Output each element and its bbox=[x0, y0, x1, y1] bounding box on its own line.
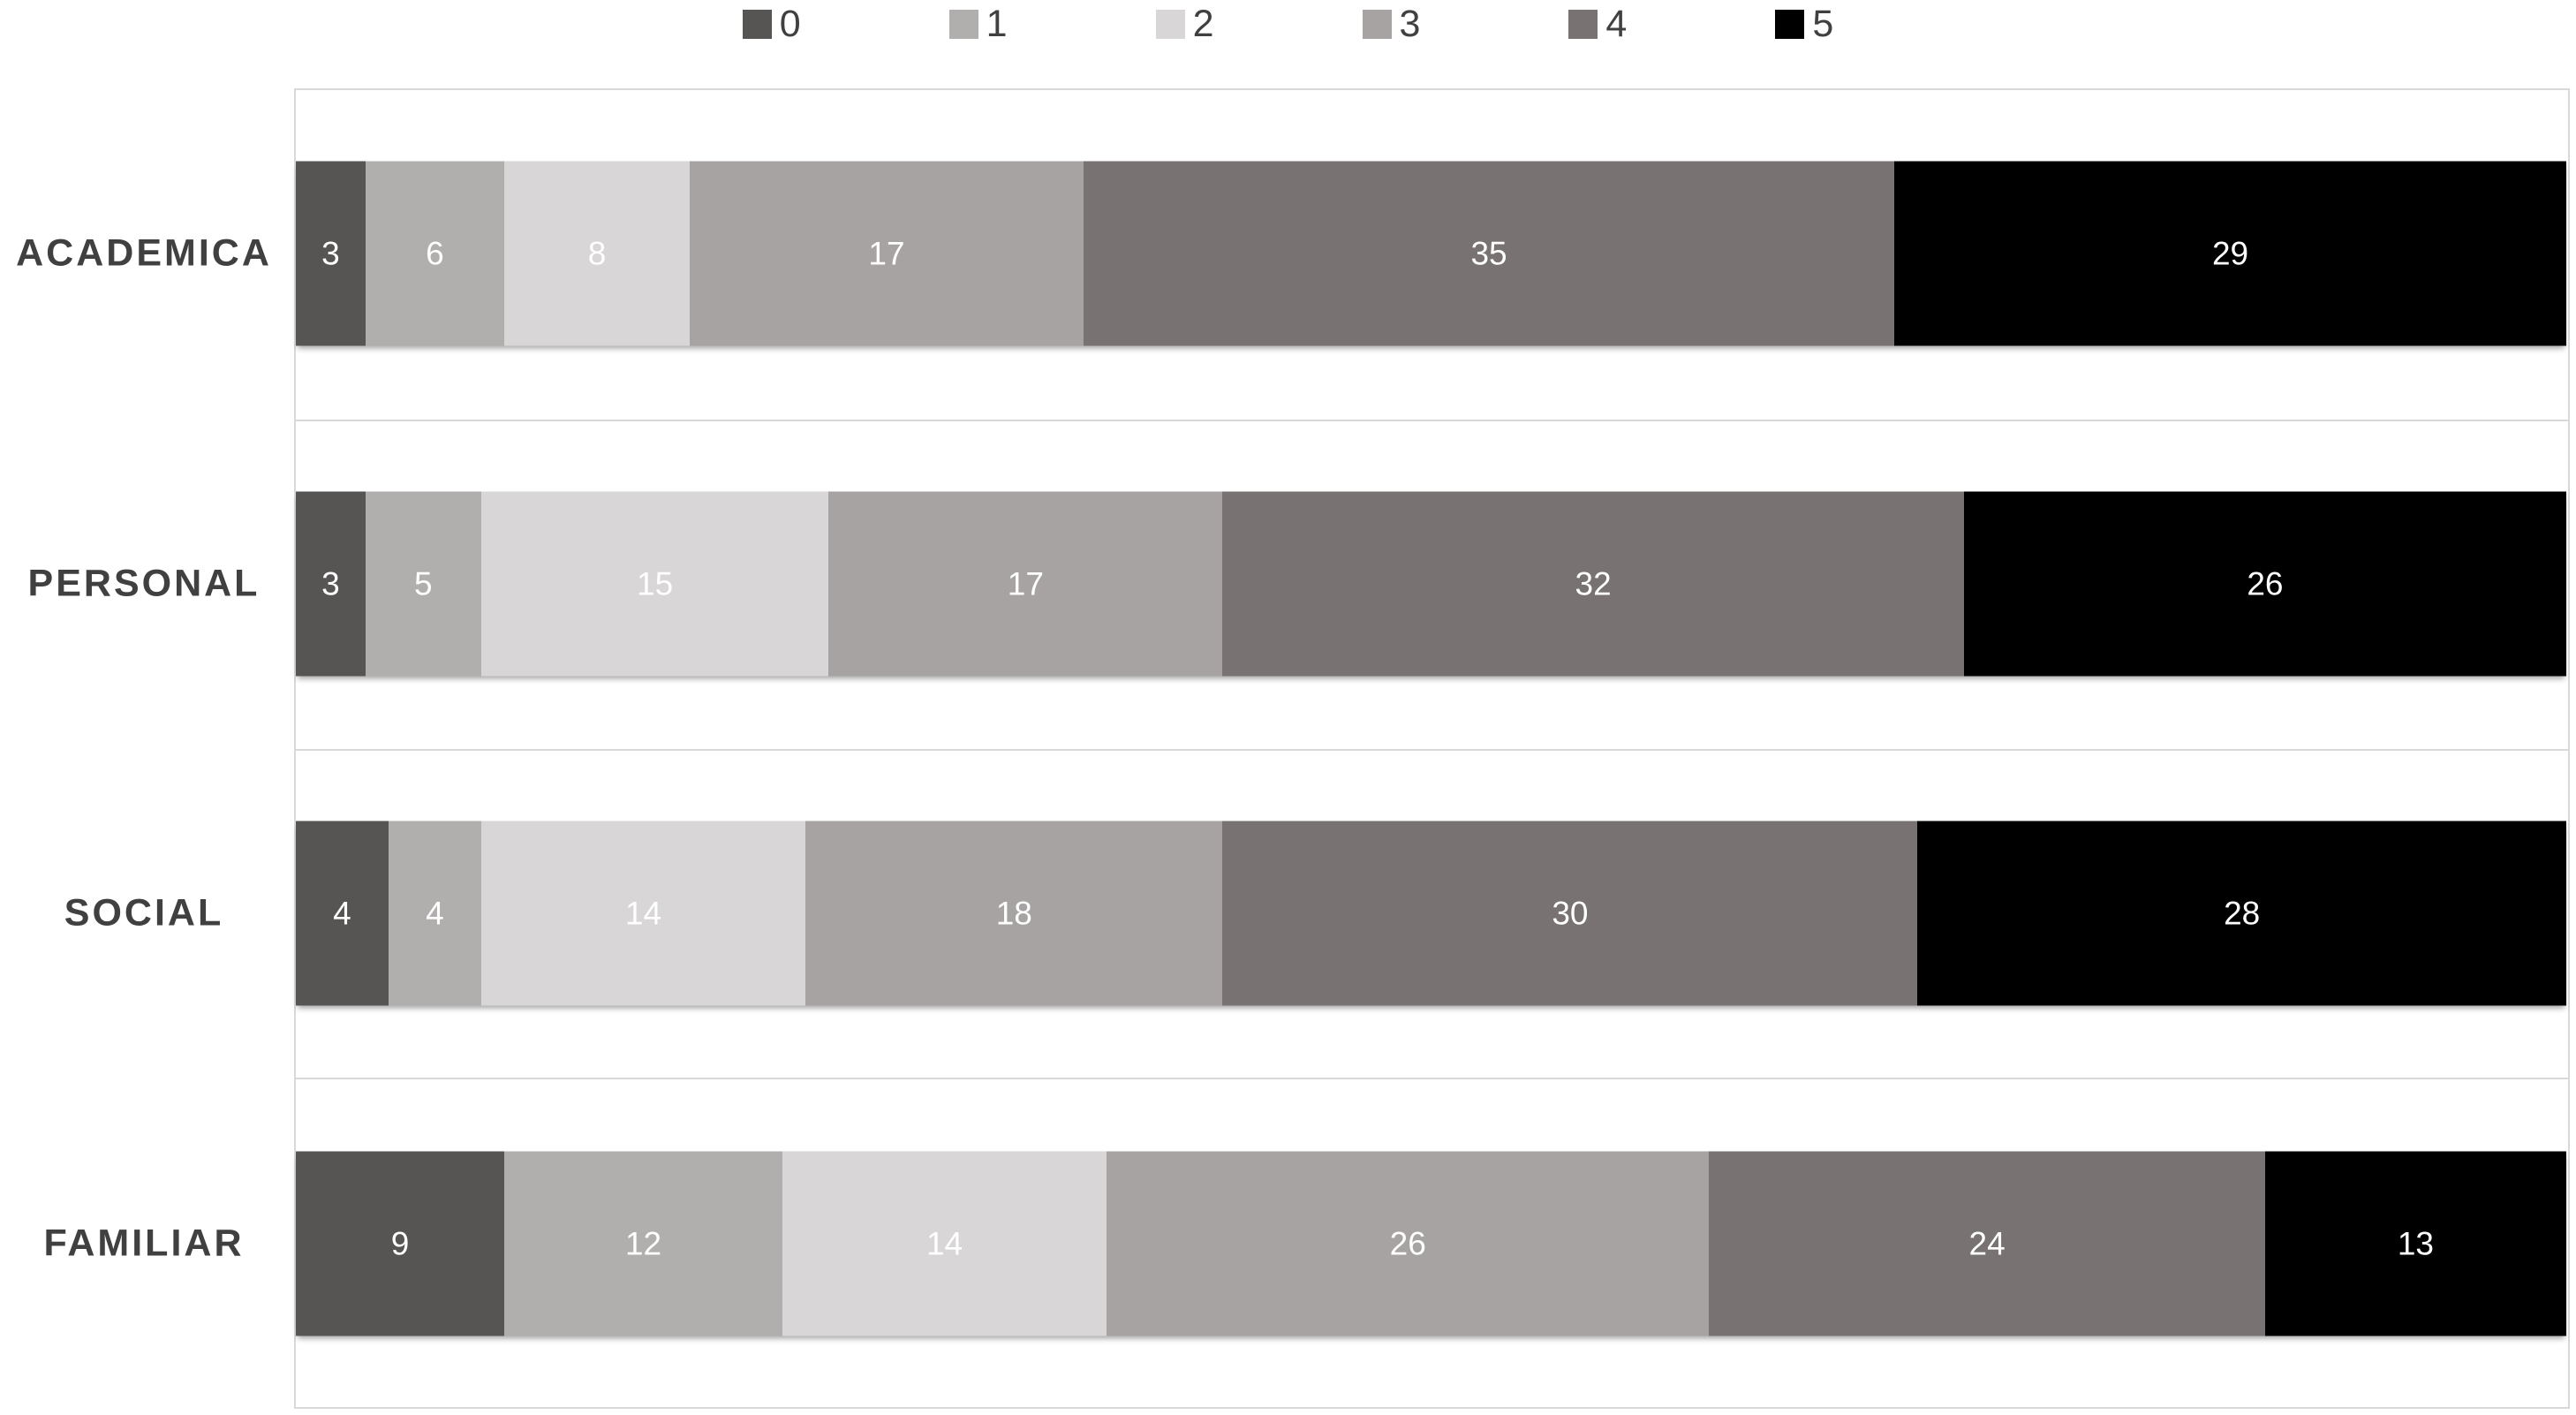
bar-row: SOCIAL 4 4 14 18 30 28 bbox=[0, 749, 2576, 1079]
legend-item: 4 bbox=[1568, 5, 1627, 43]
bar-segment-label: 13 bbox=[2397, 1225, 2435, 1262]
gridline bbox=[296, 419, 2568, 421]
bar-segment: 9 bbox=[296, 1151, 505, 1336]
legend-swatch-icon bbox=[1362, 10, 1392, 39]
bar-segment-label: 14 bbox=[624, 895, 662, 932]
bar-segment-label: 17 bbox=[1007, 565, 1044, 602]
bar-segment: 4 bbox=[388, 821, 481, 1006]
chart-legend: 0 1 2 3 4 5 bbox=[0, 5, 2576, 43]
legend-item: 1 bbox=[948, 3, 1008, 45]
bar-row: FAMILIAR 9 12 14 26 24 13 bbox=[0, 1078, 2576, 1409]
bar-segment-label: 26 bbox=[2247, 565, 2284, 602]
bar-segment: 6 bbox=[365, 161, 505, 346]
bar-segment-label: 8 bbox=[587, 235, 607, 272]
legend-label: 5 bbox=[1812, 3, 1834, 45]
bar-segment: 14 bbox=[480, 821, 806, 1006]
legend-swatch-icon bbox=[1568, 10, 1598, 39]
bar-segment-label: 14 bbox=[925, 1225, 963, 1262]
bar-segment-label: 30 bbox=[1552, 895, 1589, 932]
bar-segment: 18 bbox=[805, 821, 1223, 1006]
category-label: PERSONAL bbox=[27, 562, 261, 605]
bar-segment-label: 35 bbox=[1470, 235, 1507, 272]
bar-segment: 17 bbox=[828, 491, 1223, 677]
bar-segment: 32 bbox=[1222, 491, 1964, 677]
stacked-bar: 9 12 14 26 24 13 bbox=[296, 1151, 2566, 1336]
bar-segment: 30 bbox=[1222, 821, 1918, 1006]
bar-segment-label: 17 bbox=[868, 235, 905, 272]
legend-item: 2 bbox=[1155, 3, 1214, 45]
bar-segment-label: 24 bbox=[1968, 1225, 2006, 1262]
stacked-bar: 3 5 15 17 32 26 bbox=[296, 491, 2566, 677]
bar-segment-label: 4 bbox=[426, 895, 444, 932]
stacked-bar: 4 4 14 18 30 28 bbox=[296, 821, 2566, 1006]
bar-segment-label: 3 bbox=[321, 565, 340, 602]
bar-segment: 12 bbox=[504, 1151, 782, 1336]
stacked-bar: 3 6 8 17 35 29 bbox=[296, 161, 2566, 346]
bar-segment: 3 bbox=[296, 161, 366, 346]
bar-segment-label: 5 bbox=[414, 565, 433, 602]
legend-swatch-icon bbox=[1155, 10, 1185, 39]
gridline bbox=[296, 1078, 2568, 1080]
bar-segment: 3 bbox=[296, 491, 366, 677]
bar-segment: 13 bbox=[2264, 1151, 2566, 1336]
gridline bbox=[296, 748, 2568, 751]
bar-segment-label: 9 bbox=[390, 1225, 410, 1262]
bar-segment: 15 bbox=[480, 491, 829, 677]
legend-swatch-icon bbox=[948, 10, 978, 39]
legend-item: 5 bbox=[1775, 5, 1833, 43]
bar-segment-label: 28 bbox=[2224, 895, 2261, 932]
bar-segment-label: 12 bbox=[624, 1225, 662, 1262]
bar-segment-label: 26 bbox=[1389, 1225, 1426, 1262]
legend-swatch-icon bbox=[1775, 10, 1805, 39]
legend-label: 2 bbox=[1192, 3, 1214, 45]
bar-segment: 28 bbox=[1917, 821, 2566, 1006]
bar-segment-label: 15 bbox=[637, 565, 674, 602]
bar-segment-label: 6 bbox=[426, 235, 444, 272]
legend-item: 0 bbox=[742, 3, 801, 45]
legend-swatch-icon bbox=[742, 10, 772, 39]
bar-segment-label: 18 bbox=[995, 895, 1032, 932]
category-label: SOCIAL bbox=[64, 891, 224, 935]
bar-segment: 35 bbox=[1083, 161, 1895, 346]
bar-segment-label: 4 bbox=[333, 895, 351, 932]
category-label: ACADEMICA bbox=[16, 231, 272, 275]
bar-segment: 17 bbox=[689, 161, 1084, 346]
bar-segment: 26 bbox=[1963, 491, 2566, 677]
bar-row: PERSONAL 3 5 15 17 32 26 bbox=[0, 419, 2576, 749]
bar-segment: 14 bbox=[782, 1151, 1107, 1336]
legend-label: 3 bbox=[1399, 3, 1421, 45]
bar-segment: 5 bbox=[365, 491, 481, 677]
legend-label: 0 bbox=[779, 3, 801, 45]
bar-segment: 24 bbox=[1709, 1151, 2265, 1336]
bar-segment: 29 bbox=[1894, 161, 2566, 346]
category-label: FAMILIAR bbox=[43, 1222, 245, 1265]
bar-rows: ACADEMICA 3 6 8 17 35 29 PERSONAL 3 5 15 17 32 26 SOCI… bbox=[0, 88, 2576, 1409]
bar-row: ACADEMICA 3 6 8 17 35 29 bbox=[0, 88, 2576, 419]
legend-label: 4 bbox=[1605, 3, 1628, 45]
bar-segment-label: 3 bbox=[321, 235, 340, 272]
bar-segment: 26 bbox=[1107, 1151, 1710, 1336]
bar-segment-label: 29 bbox=[2211, 235, 2249, 272]
bar-segment: 4 bbox=[296, 821, 389, 1006]
legend-item: 3 bbox=[1362, 3, 1421, 45]
bar-segment-label: 32 bbox=[1575, 565, 1612, 602]
legend-label: 1 bbox=[986, 3, 1008, 45]
bar-segment: 8 bbox=[504, 161, 690, 346]
